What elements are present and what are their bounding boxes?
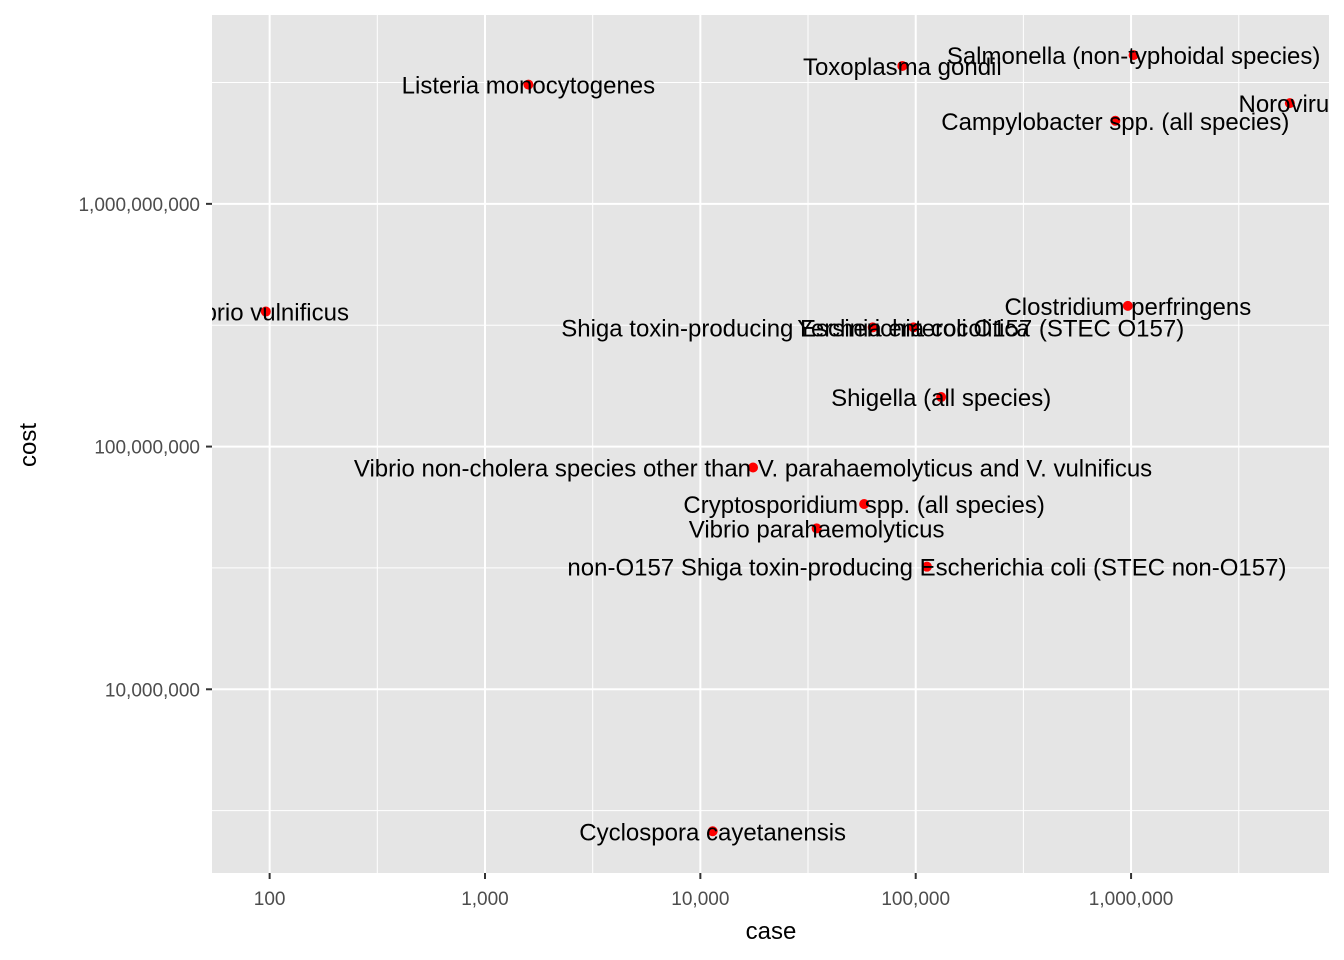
data-point — [897, 60, 908, 71]
x-tick-label: 10,000 — [671, 889, 729, 910]
point-label: Vibrio non-cholera species other than V.… — [354, 455, 1152, 482]
point-label: Vibrio vulnificus — [183, 300, 349, 327]
point-label: Shigella (all species) — [831, 385, 1051, 412]
data-point — [867, 322, 878, 333]
x-tick-label: 1,000 — [461, 889, 509, 910]
data-point — [908, 322, 919, 333]
data-point — [859, 498, 870, 509]
grid-lines — [212, 15, 1329, 873]
point-label: Campylobacter spp. (all species) — [941, 109, 1289, 136]
point-label: Listeria monocytogenes — [402, 73, 655, 100]
data-point — [921, 561, 932, 572]
point-label: Vibrio parahaemolyticus — [689, 516, 945, 543]
x-axis-title: case — [746, 918, 797, 945]
data-points — [260, 50, 1295, 837]
point-label: Cryptosporidium spp. (all species) — [683, 492, 1044, 519]
point-label: Salmonella (non-typhoidal species) — [947, 43, 1321, 70]
x-tick-label: 1,000,000 — [1089, 889, 1174, 910]
plot-panel — [212, 15, 1329, 873]
data-point — [936, 392, 947, 403]
data-point — [748, 462, 759, 473]
point-label: Cyclospora cayetanensis — [579, 819, 846, 846]
x-tick-label: 100 — [254, 889, 286, 910]
data-point — [1284, 98, 1295, 109]
data-point — [707, 826, 718, 837]
data-point — [811, 523, 822, 534]
y-tick-label: 100,000,000 — [94, 438, 200, 459]
data-point — [1122, 300, 1133, 311]
y-tick-label: 1,000,000,000 — [78, 195, 200, 216]
x-tick-label: 100,000 — [881, 889, 950, 910]
point-label: Toxoplasma gondii — [803, 54, 1002, 81]
axes: 100 1,000 10,000 100,000 1,000,000 10,000,000… — [78, 195, 1173, 910]
data-point — [1128, 50, 1139, 61]
data-point — [1110, 115, 1121, 126]
point-labels: Salmonella (non-typhoidal species)Toxopl… — [183, 43, 1342, 846]
point-label: Shiga toxin-producing Escherichia coli O… — [561, 315, 1184, 342]
data-point — [260, 306, 271, 317]
y-axis-title: cost — [15, 423, 42, 467]
point-label: Clostridium perfringens — [1004, 294, 1251, 321]
point-label: Yersinia enterocolitica — [797, 315, 1030, 342]
point-label: Norovirus — [1239, 91, 1342, 118]
data-point — [523, 79, 534, 90]
panel-background — [212, 15, 1329, 873]
y-tick-label: 10,000,000 — [105, 680, 200, 701]
point-label: non-O157 Shiga toxin-producing Escherich… — [567, 555, 1286, 582]
